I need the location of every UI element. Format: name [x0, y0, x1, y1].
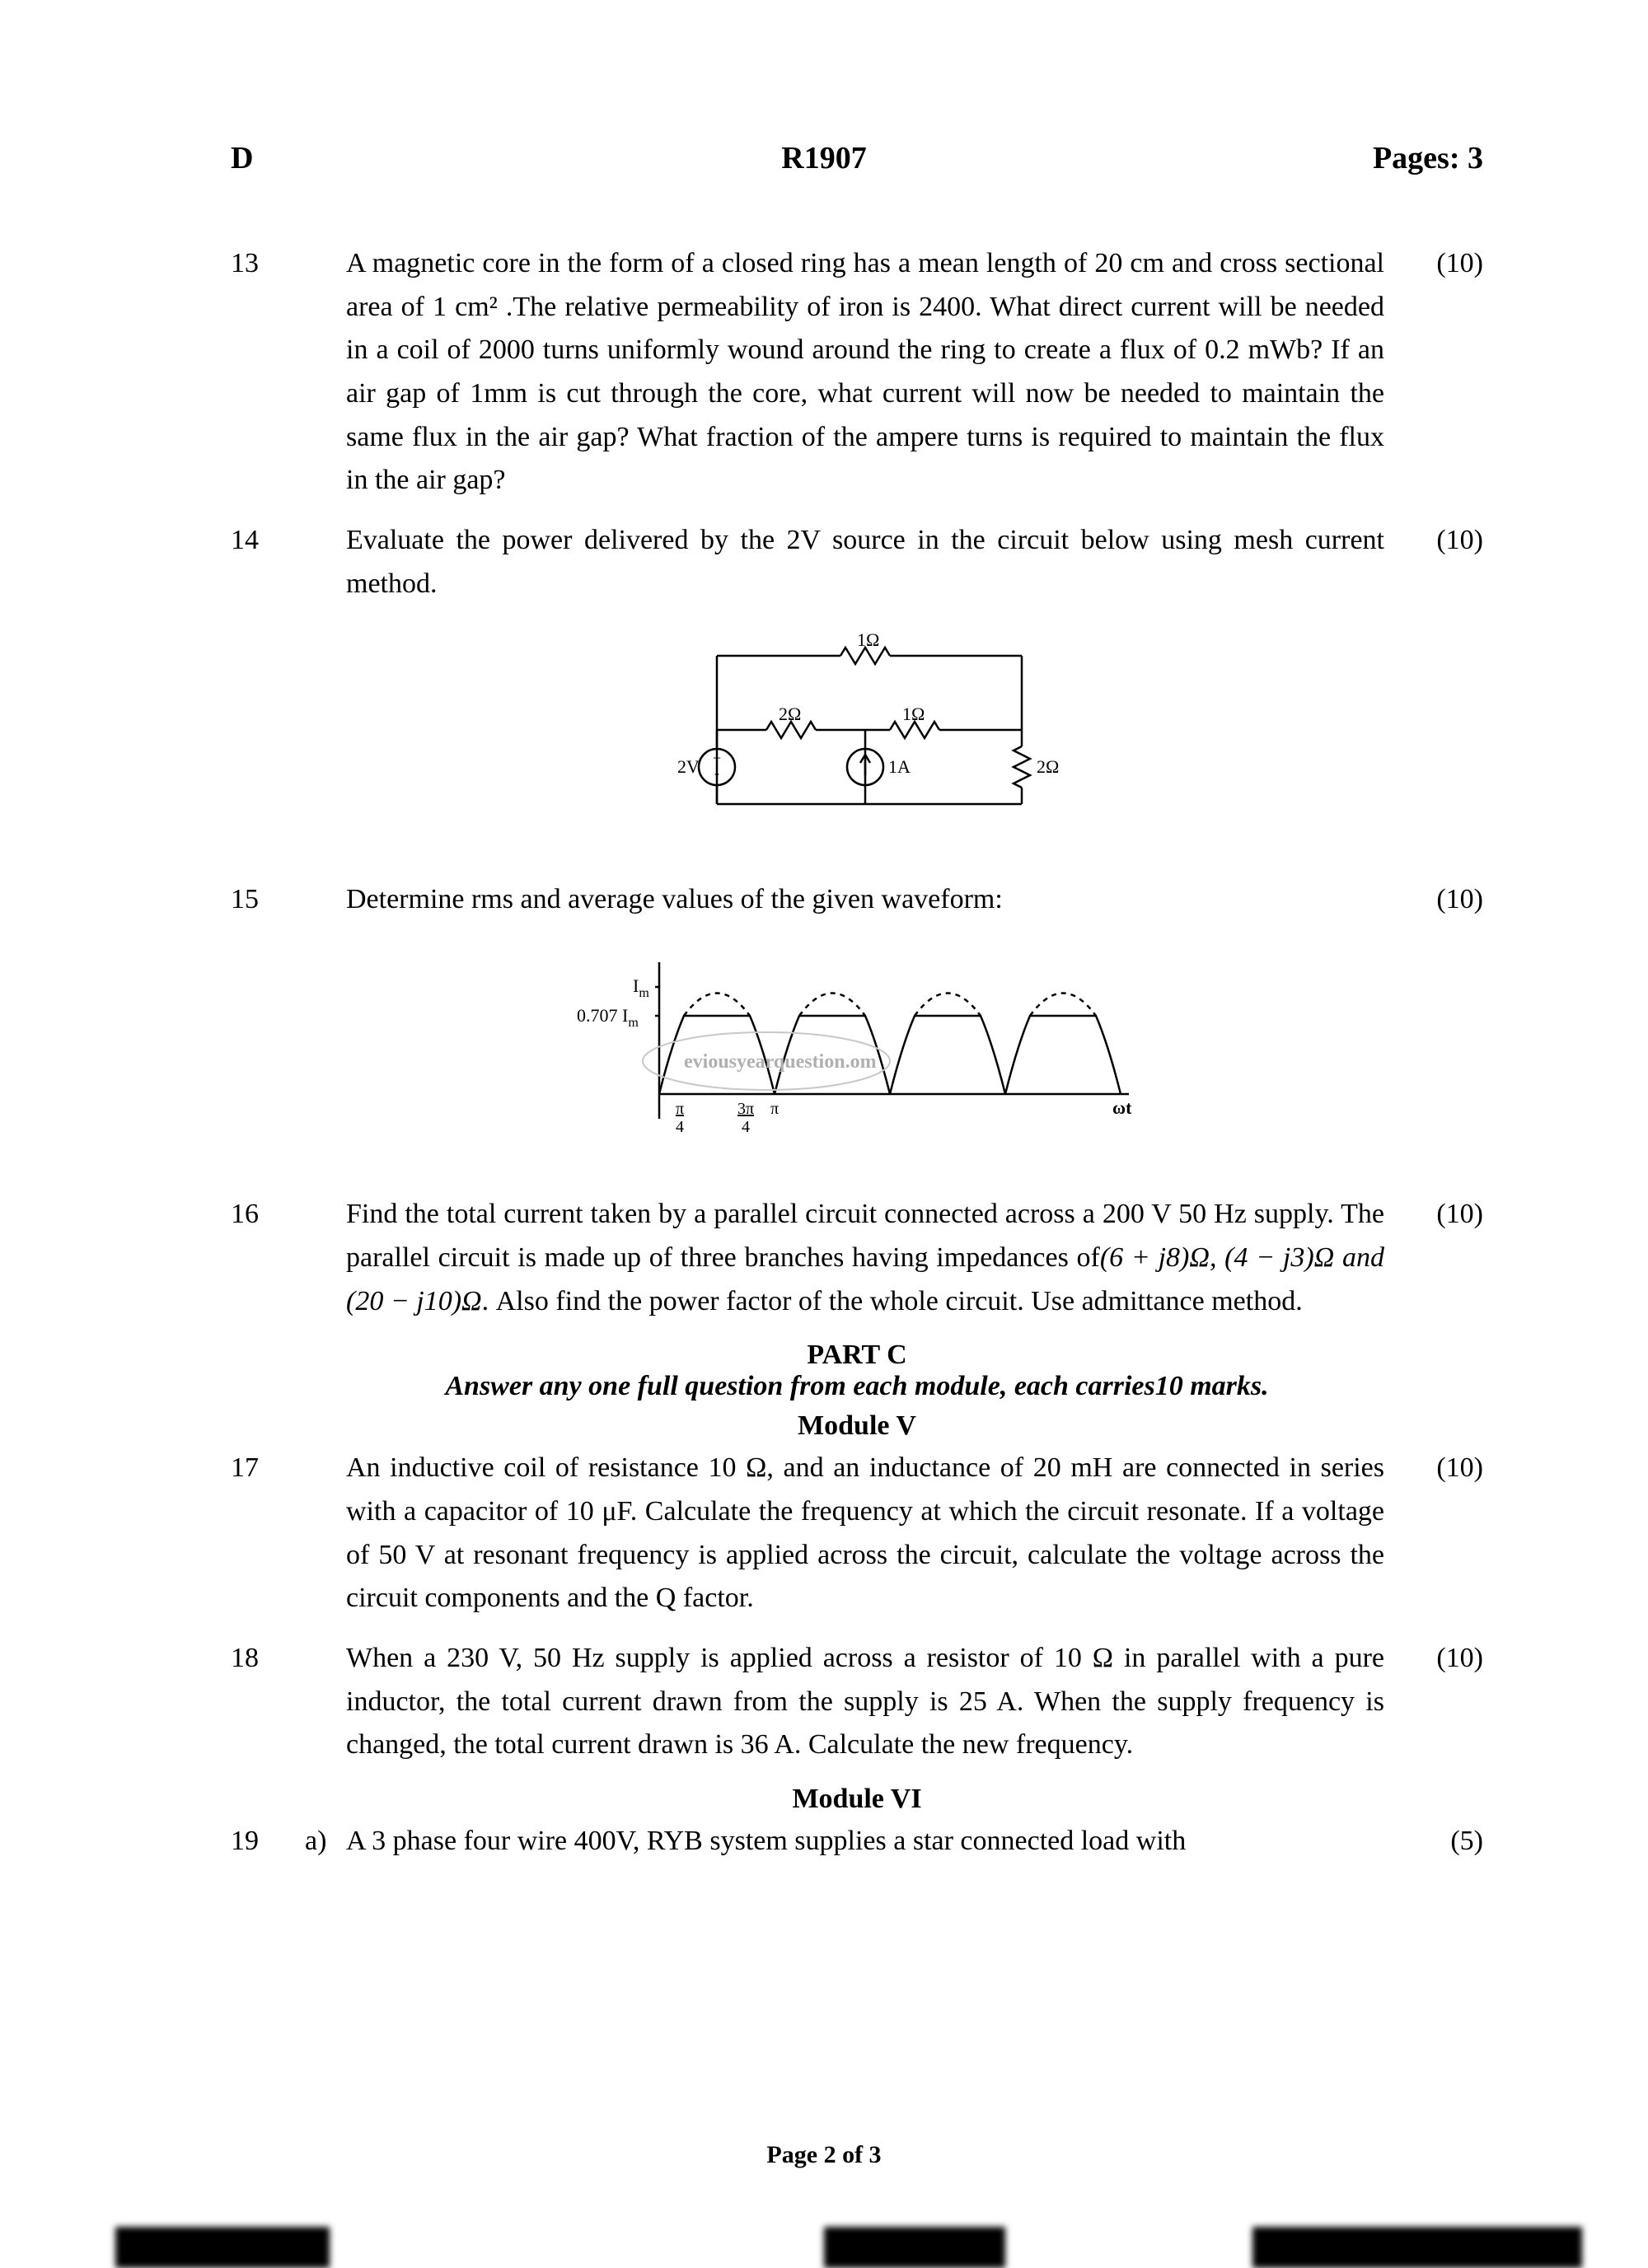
question-sub	[305, 1193, 346, 1323]
y-mid: 0.707 I	[577, 1005, 628, 1026]
question-text: Determine rms and average values of the …	[346, 878, 1409, 922]
question-marks: (5)	[1409, 1820, 1483, 1864]
question-13: 13 A magnetic core in the form of a clos…	[231, 242, 1483, 503]
x-axis-label: ωt	[1112, 1097, 1132, 1118]
question-sub	[305, 519, 346, 606]
question-marks: (10)	[1409, 1193, 1483, 1323]
question-18: 18 When a 230 V, 50 Hz supply is applied…	[231, 1637, 1483, 1767]
part-title: PART C	[231, 1340, 1483, 1371]
question-text: A 3 phase four wire 400V, RYB system sup…	[346, 1820, 1409, 1864]
r-mid-left-label: 2Ω	[779, 704, 801, 724]
y-top-sub: m	[639, 986, 649, 1000]
question-marks: (10)	[1409, 519, 1483, 606]
svg-text:Im: Im	[633, 975, 649, 1000]
question-marks: (10)	[1409, 878, 1483, 922]
question-text: Evaluate the power delivered by the 2V s…	[346, 519, 1409, 606]
module-5-title: Module V	[231, 1410, 1483, 1442]
question-number: 19	[231, 1820, 305, 1864]
q16-after: . Also find the power factor of the whol…	[482, 1286, 1303, 1316]
r-mid-right-label: 1Ω	[902, 704, 925, 724]
question-17: 17 An inductive coil of resistance 10 Ω,…	[231, 1447, 1483, 1620]
question-marks: (10)	[1409, 1447, 1483, 1620]
question-number: 17	[231, 1447, 305, 1620]
x-tick-2-num: 3π	[737, 1100, 754, 1118]
watermark-text: eviousyearquestion.om	[684, 1051, 877, 1073]
question-15: 15 Determine rms and average values of t…	[231, 878, 1483, 922]
page-count: Pages: 3	[1373, 140, 1483, 176]
footer-text: Page 2 of 3	[766, 2141, 881, 2168]
question-number: 13	[231, 242, 305, 503]
svg-text:+: +	[713, 750, 721, 766]
svg-text:0.707 Im: 0.707 Im	[577, 1005, 639, 1030]
page-footer: Page 2 of 3	[0, 2141, 1648, 2169]
waveform-svg: Im 0.707 Im π 4 3π 4 π ωt eviousyearques…	[536, 938, 1178, 1168]
x-tick-1-den: 4	[676, 1118, 684, 1136]
x-tick-2-den: 4	[742, 1118, 750, 1136]
paper-code: R1907	[781, 140, 866, 176]
question-text: When a 230 V, 50 Hz supply is applied ac…	[346, 1637, 1409, 1767]
x-tick-1-num: π	[676, 1100, 684, 1118]
question-sub: a)	[305, 1820, 346, 1864]
question-text: Find the total current taken by a parall…	[346, 1193, 1409, 1323]
x-tick-3: π	[770, 1100, 779, 1118]
page-header: D R1907 Pages: 3	[231, 140, 1483, 176]
question-number: 15	[231, 878, 305, 922]
r-top-label: 1Ω	[857, 629, 879, 650]
module-6-title: Module VI	[231, 1784, 1483, 1815]
r-right-label: 2Ω	[1037, 756, 1059, 777]
v-source-label: 2V	[677, 756, 700, 777]
scan-artifact	[1252, 2227, 1582, 2268]
svg-text:-: -	[714, 765, 719, 781]
question-marks: (10)	[1409, 242, 1483, 503]
question-sub	[305, 242, 346, 503]
scan-artifact	[115, 2227, 330, 2268]
question-number: 18	[231, 1637, 305, 1767]
question-sub	[305, 878, 346, 922]
question-text: A magnetic core in the form of a closed …	[346, 242, 1409, 503]
scan-artifact	[824, 2227, 1005, 2268]
question-number: 16	[231, 1193, 305, 1323]
header-left: D	[231, 140, 253, 176]
circuit-svg: + - 1Ω 2Ω 1Ω 2V 1A 2Ω	[643, 623, 1071, 853]
circuit-figure: + - 1Ω 2Ω 1Ω 2V 1A 2Ω	[231, 623, 1483, 853]
y-mid-sub: m	[628, 1016, 639, 1030]
waveform-figure: Im 0.707 Im π 4 3π 4 π ωt eviousyearques…	[231, 938, 1483, 1168]
question-sub	[305, 1637, 346, 1767]
exam-page: D R1907 Pages: 3 13 A magnetic core in t…	[0, 0, 1648, 2268]
i-source-label: 1A	[888, 756, 911, 777]
question-16: 16 Find the total current taken by a par…	[231, 1193, 1483, 1323]
part-subtitle: Answer any one full question from each m…	[231, 1371, 1483, 1402]
question-19a: 19 a) A 3 phase four wire 400V, RYB syst…	[231, 1820, 1483, 1864]
question-marks: (10)	[1409, 1637, 1483, 1767]
question-text: An inductive coil of resistance 10 Ω, an…	[346, 1447, 1409, 1620]
question-14: 14 Evaluate the power delivered by the 2…	[231, 519, 1483, 606]
question-sub	[305, 1447, 346, 1620]
question-number: 14	[231, 519, 305, 606]
y-top: I	[633, 975, 639, 996]
